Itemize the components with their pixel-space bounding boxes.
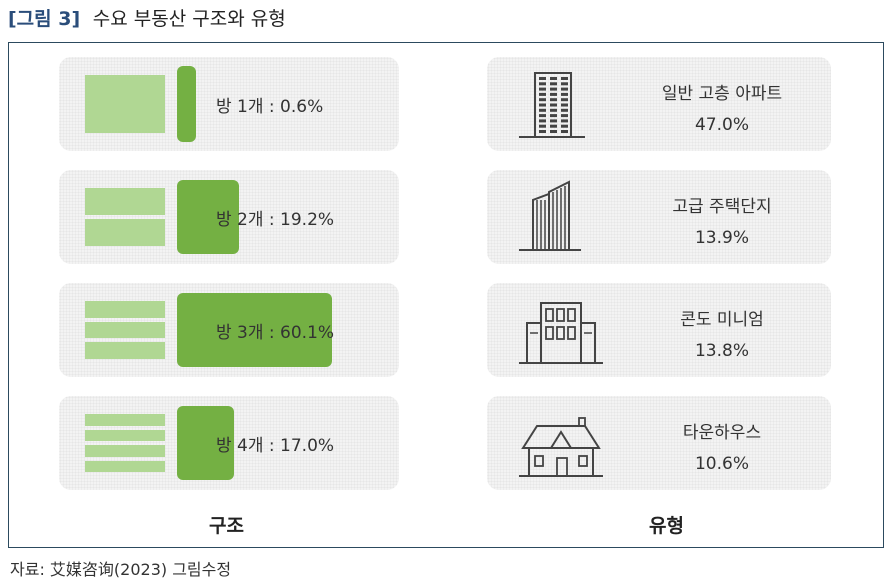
type-card: 고급 주택단지 13.9% [487,170,831,264]
figure-frame: 방 1개 : 0.6% 방 2개 : 19.2% 방 3개 : 60.1% 방 4개 … [8,42,884,548]
room-slab [85,414,165,426]
figure-title-text: 수요 부동산 구조와 유형 [92,8,286,30]
room-slab [85,460,165,472]
share-bar [177,66,196,142]
share-label: 방 1개 : 0.6% [216,97,324,117]
structure-card: 방 2개 : 19.2% [59,170,399,264]
share-label: 방 2개 : 19.2% [216,210,335,230]
room-slab [85,301,165,318]
room-count-icon [85,75,165,133]
type-card: 일반 고층 아파트 47.0% [487,57,831,151]
room-slab [85,219,165,246]
high-rise-apartment-icon [517,67,607,145]
room-count-icon [85,301,165,359]
type-name: 고급 주택단지 [672,197,772,217]
type-card: 콘도 미니엄 13.8% [487,283,831,377]
room-slab [85,445,165,457]
room-slab [85,342,165,359]
room-slab [85,321,165,339]
source-note: 자료: 艾媒咨询(2023) 그림수정 [10,560,232,579]
room-slab [85,75,165,133]
share-bar [177,293,332,367]
type-percent: 10.6% [694,454,749,474]
type-percent: 13.9% [694,228,749,248]
type-percent: 13.8% [694,341,749,361]
type-caption: 유형 [649,515,684,537]
share-label: 방 4개 : 17.0% [216,436,335,456]
condominium-icon [517,293,607,371]
room-slab [85,188,165,215]
type-card: 타운하우스 10.6% [487,396,831,490]
room-slab [85,429,165,441]
type-name: 일반 고층 아파트 [661,84,783,104]
figure-title: [그림 3] 수요 부동산 구조와 유형 [8,4,286,31]
townhouse-icon [517,406,607,484]
type-name: 콘도 미니엄 [680,310,764,330]
room-count-icon [85,414,165,472]
room-count-icon [85,188,165,246]
structure-caption: 구조 [209,515,244,537]
share-bar [177,180,239,254]
type-percent: 47.0% [694,115,749,135]
structure-card: 방 4개 : 17.0% [59,396,399,490]
luxury-tower-icon [517,180,607,258]
share-bar [177,406,234,480]
figure-tag: [그림 3] [8,8,81,30]
share-label: 방 3개 : 60.1% [216,323,335,343]
structure-card: 방 3개 : 60.1% [59,283,399,377]
type-name: 타운하우스 [682,423,762,443]
structure-card: 방 1개 : 0.6% [59,57,399,151]
